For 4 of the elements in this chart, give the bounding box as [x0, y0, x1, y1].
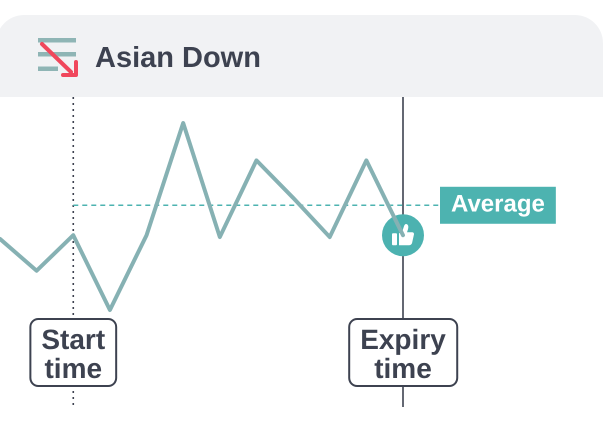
- ref-line-label: Average: [451, 190, 545, 218]
- x-tick-label: Start time: [41, 324, 106, 384]
- chart-title: Asian Down: [95, 42, 261, 74]
- x-tick-label: Expiry time: [360, 324, 446, 384]
